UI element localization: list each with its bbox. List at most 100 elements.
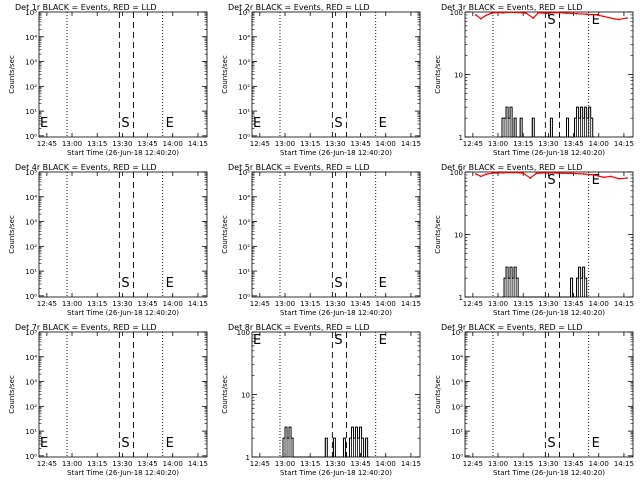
x-axis-label: Start Time (26-Jun-18 12:40:20): [493, 309, 605, 317]
panel-title: Det 8r BLACK = Events, RED = LLD: [228, 323, 370, 332]
x-tick-label: 13:45: [563, 460, 583, 468]
panel-title: Det 2r BLACK = Events, RED = LLD: [228, 3, 370, 12]
marker-e-left: E: [40, 436, 48, 451]
y-tick-label: 10³: [451, 379, 463, 387]
x-tick-label: 14:00: [163, 300, 183, 308]
y-tick-label: 10¹: [451, 428, 463, 436]
marker-e-left: E: [40, 116, 48, 131]
x-tick-label: 13:00: [275, 300, 295, 308]
x-tick-label: 12:45: [463, 300, 483, 308]
panel-title: Det 5r BLACK = Events, RED = LLD: [228, 163, 370, 172]
lld-point: [479, 17, 482, 20]
marker-e: E: [379, 276, 387, 291]
y-tick-label: 10: [241, 392, 250, 400]
y-tick-label: 10: [454, 72, 463, 80]
x-tick-label: 13:30: [325, 140, 345, 148]
panel-det-6r: Det 6r BLACK = Events, RED = LLD 12:45 13:…: [434, 163, 634, 317]
marker-s: S: [334, 116, 342, 131]
x-tick-label: 13:15: [300, 140, 320, 148]
x-tick-label: 13:30: [538, 460, 558, 468]
x-tick-label: 13:00: [488, 300, 508, 308]
lld-point: [502, 171, 504, 174]
x-tick-label: 13:15: [513, 460, 533, 468]
plot-frame: [464, 11, 634, 138]
y-axis-label: Counts/sec: [221, 55, 229, 94]
panel-title: Det 1r BLACK = Events, RED = LLD: [15, 3, 157, 12]
marker-s: S: [334, 333, 342, 348]
x-tick-label: 13:30: [112, 140, 132, 148]
x-axis-label: Start Time (26-Jun-18 12:40:20): [280, 149, 392, 157]
y-tick-label: 10²: [238, 83, 250, 91]
x-tick-label: 13:45: [350, 460, 370, 468]
lld-point: [509, 11, 512, 14]
marker-s: S: [547, 13, 555, 28]
x-tick-label: 12:45: [250, 140, 270, 148]
marker-e: E: [592, 436, 600, 451]
lld-point: [545, 171, 548, 174]
x-axis-label: Start Time (26-Jun-18 12:40:20): [67, 309, 179, 317]
lld-point: [495, 11, 497, 14]
lld-point: [522, 172, 525, 175]
lld-point: [535, 172, 538, 175]
y-axis-label: Counts/sec: [8, 375, 16, 414]
x-tick-label: 14:15: [188, 300, 208, 308]
panel-title: Det 3r BLACK = Events, RED = LLD: [441, 3, 583, 12]
y-tick-label: 10³: [25, 219, 37, 227]
x-tick-label: 13:00: [275, 140, 295, 148]
x-tick-label: 12:45: [37, 460, 57, 468]
marker-s: S: [547, 173, 555, 188]
lld-point: [479, 175, 482, 178]
y-tick-label: 10⁵: [25, 169, 37, 177]
y-axis-label: Counts/sec: [8, 215, 16, 254]
y-tick-label: 10⁰: [451, 453, 463, 461]
y-tick-label: 100: [237, 329, 250, 337]
y-tick-label: 10¹: [25, 268, 37, 276]
x-tick-label: 13:45: [137, 460, 157, 468]
x-tick-label: 14:15: [614, 460, 634, 468]
panel-title: Det 9r BLACK = Events, RED = LLD: [441, 323, 583, 332]
marker-e: E: [592, 13, 600, 28]
x-tick-label: 12:45: [37, 300, 57, 308]
x-tick-label: 13:15: [300, 300, 320, 308]
x-tick-label: 13:45: [350, 300, 370, 308]
lld-point: [557, 172, 560, 175]
panel-det-1r: Det 1r BLACK = Events, RED = LLD 12:45 13:…: [8, 3, 208, 157]
plot-frame: [251, 331, 421, 458]
y-axis-label: Counts/sec: [434, 55, 442, 94]
lld-point: [529, 177, 532, 179]
panel-det-3r: Det 3r BLACK = Events, RED = LLD 12:45 13:…: [434, 3, 634, 157]
x-tick-label: 12:45: [250, 460, 270, 468]
marker-e: E: [379, 116, 387, 131]
lld-point: [474, 13, 477, 16]
lld-series: [475, 171, 628, 180]
lld-point: [602, 176, 605, 179]
lld-point: [512, 171, 515, 174]
lld-point: [537, 11, 540, 14]
panel-det-5r: Det 5r BLACK = Events, RED = LLD 12:45 13:…: [221, 163, 421, 317]
panel-det-2r: Det 2r BLACK = Events, RED = LLD 12:45 13:…: [221, 3, 421, 157]
x-axis-label: Start Time (26-Jun-18 12:40:20): [67, 469, 179, 477]
y-tick-label: 10⁴: [238, 34, 250, 42]
y-axis-label: Counts/sec: [8, 55, 16, 94]
marker-s: S: [121, 436, 129, 451]
x-tick-label: 13:30: [538, 140, 558, 148]
lld-point: [502, 11, 504, 14]
marker-e: E: [166, 436, 174, 451]
x-tick-label: 13:45: [563, 140, 583, 148]
y-tick-label: 10⁴: [25, 194, 37, 202]
lld-point: [617, 18, 620, 21]
y-tick-label: 100: [450, 9, 463, 17]
y-tick-label: 10²: [25, 243, 37, 251]
y-tick-label: 10⁰: [25, 133, 37, 141]
plot-frame: [464, 171, 634, 298]
y-tick-label: 10³: [25, 379, 37, 387]
x-tick-label: 14:00: [589, 460, 609, 468]
panel-title: Det 7r BLACK = Events, RED = LLD: [15, 323, 157, 332]
lld-point: [609, 175, 612, 178]
x-axis-label: Start Time (26-Jun-18 12:40:20): [280, 469, 392, 477]
x-tick-label: 14:15: [401, 300, 421, 308]
panel-det-8r: Det 8r BLACK = Events, RED = LLD 12:45 13:…: [221, 323, 421, 477]
marker-s: S: [547, 436, 555, 451]
marker-s: S: [121, 276, 129, 291]
